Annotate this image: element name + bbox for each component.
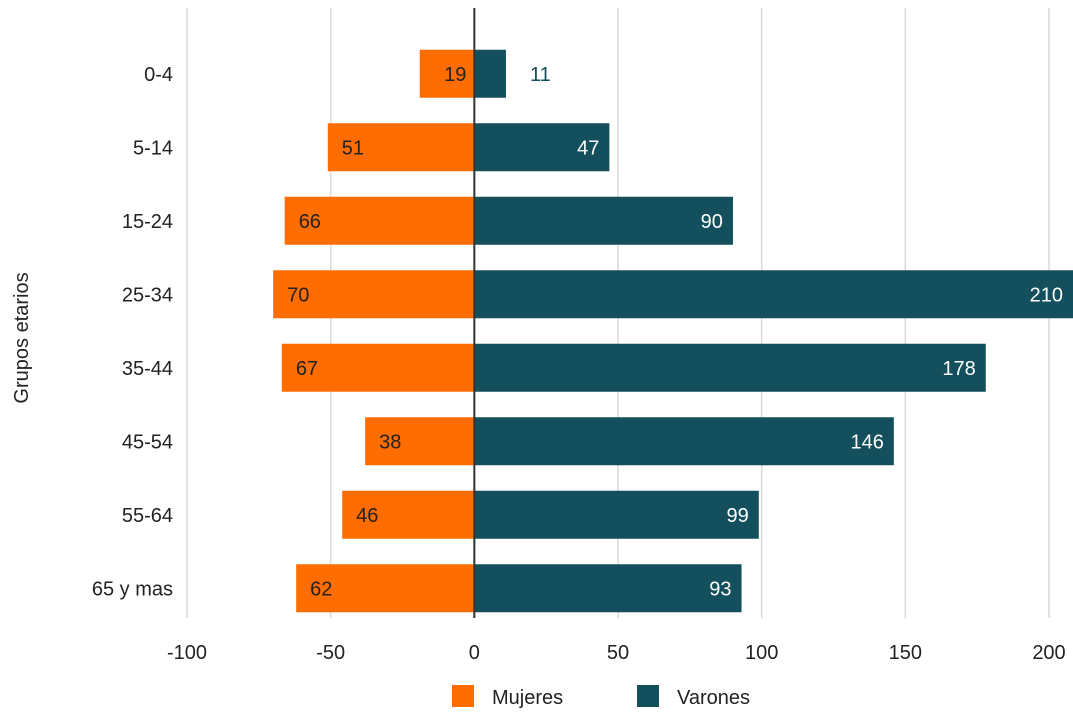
legend-label-mujeres: Mujeres: [492, 687, 563, 709]
legend: Mujeres Varones: [452, 685, 750, 709]
bar-mujeres: [327, 123, 475, 172]
x-tick-label: 150: [889, 642, 922, 664]
bar-varones: [474, 564, 742, 613]
bar-label-mujeres: 51: [342, 137, 364, 159]
x-tick-label: 0: [469, 642, 480, 664]
bar-mujeres: [281, 343, 475, 392]
bar-label-varones: 178: [942, 358, 975, 380]
bar-varones: [474, 417, 894, 466]
category-label: 65 y mas: [92, 578, 173, 600]
bar-varones: [474, 270, 1073, 319]
bar-labels: 19 11 51 47 66 90 70 210 67 178 38 146 46 99 62 93: [287, 64, 1063, 601]
bar-varones: [474, 49, 506, 98]
category-labels: 0-4 5-14 15-24 25-34 35-44 45-54 55-64 65 y mas: [92, 64, 173, 601]
category-label: 5-14: [133, 137, 173, 159]
category-label: 45-54: [122, 431, 173, 453]
x-tick-label: 100: [745, 642, 778, 664]
y-axis-title: Grupos etarios: [11, 272, 33, 403]
bar-mujeres: [342, 490, 475, 539]
bar-mujeres: [296, 564, 475, 613]
bar-label-varones: 93: [709, 578, 731, 600]
bar-label-mujeres: 38: [379, 431, 401, 453]
category-label: 25-34: [122, 284, 173, 306]
bar-varones: [474, 490, 759, 539]
bar-mujeres: [419, 49, 475, 98]
bar-label-mujeres: 67: [296, 358, 318, 380]
category-label: 35-44: [122, 358, 173, 380]
bar-varones: [474, 343, 986, 392]
bar-label-varones: 47: [577, 137, 599, 159]
bar-varones: [474, 123, 610, 172]
bar-label-mujeres: 66: [299, 211, 321, 233]
bar-label-varones: 210: [1030, 284, 1063, 306]
bar-varones: [474, 196, 733, 245]
bar-label-varones: 11: [530, 64, 551, 86]
bars: [273, 49, 1073, 613]
category-label: 55-64: [122, 505, 173, 527]
bar-mujeres: [365, 417, 475, 466]
legend-label-varones: Varones: [677, 687, 750, 709]
bar-label-mujeres: 46: [356, 505, 378, 527]
x-tick-label: 200: [1032, 642, 1065, 664]
bar-mujeres: [273, 270, 475, 319]
bar-label-mujeres: 62: [310, 578, 332, 600]
bar-label-mujeres: 19: [444, 64, 466, 86]
bar-label-varones: 146: [850, 431, 883, 453]
legend-swatch-mujeres: [452, 685, 474, 707]
category-label: 0-4: [144, 64, 173, 86]
bar-label-varones: 90: [701, 211, 723, 233]
category-label: 15-24: [122, 211, 173, 233]
legend-swatch-varones: [637, 685, 659, 707]
x-tick-label: -100: [167, 642, 207, 664]
x-tick-labels: -100 -50 0 50 100 150 200: [167, 642, 1066, 664]
bar-mujeres: [284, 196, 475, 245]
x-tick-label: 50: [607, 642, 629, 664]
bar-label-varones: 99: [727, 505, 749, 527]
bar-label-mujeres: 70: [287, 284, 309, 306]
x-tick-label: -50: [316, 642, 345, 664]
